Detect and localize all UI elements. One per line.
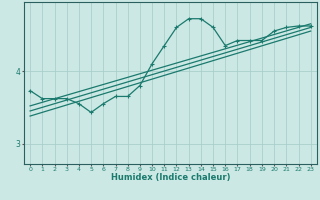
- X-axis label: Humidex (Indice chaleur): Humidex (Indice chaleur): [111, 173, 230, 182]
